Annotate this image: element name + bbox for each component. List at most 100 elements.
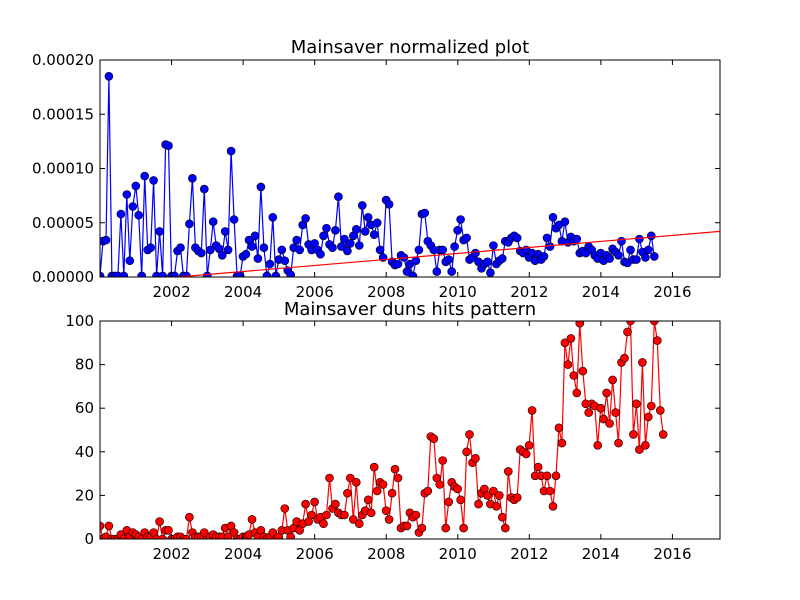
normalized-plot-y-tick-label-4: 0.00020 bbox=[32, 51, 94, 69]
normalized-plot-series-0-point-42 bbox=[220, 227, 230, 236]
normalized-plot-series-0-point-80 bbox=[334, 192, 343, 201]
duns-hits-series-0-point-130 bbox=[483, 491, 492, 500]
normalized-plot-series-0-point-38 bbox=[208, 217, 218, 226]
normalized-plot-ticks: 2002 2004 2006 2008 2010 2012 2014 2016 0.00000 0… bbox=[32, 51, 720, 301]
normalized-plot-series-0-point-84 bbox=[345, 239, 355, 248]
duns-hits-series-0-point-140 bbox=[512, 493, 522, 502]
normalized-plot-series-0-point-78 bbox=[328, 243, 337, 252]
normalized-plot-series-0-point-160 bbox=[572, 234, 582, 244]
duns-hits-series-0-point-96 bbox=[381, 506, 391, 516]
duns-hits-series-0-point-132 bbox=[489, 486, 498, 496]
duns-hits-series-0-point-174 bbox=[614, 438, 623, 448]
normalized-plot-series-0-point-123 bbox=[462, 233, 471, 243]
normalized-plot-x-tick-label-3: 2008 bbox=[367, 283, 405, 301]
normalized-plot-series-0-point-30 bbox=[185, 219, 194, 229]
duns-hits-series-0-point-62 bbox=[280, 504, 290, 513]
normalized-plot-series-0-point-107 bbox=[414, 245, 424, 255]
normalized-plot-series-0-point-76 bbox=[322, 223, 331, 233]
normalized-plot-series-0-point-152 bbox=[548, 213, 558, 222]
duns-hits-series-0-point-181 bbox=[635, 445, 644, 454]
normalized-plot-series-0-point-64 bbox=[286, 270, 295, 277]
duns-hits-series-0-point-159 bbox=[569, 371, 579, 380]
duns-hits-series-0-point-110 bbox=[423, 486, 433, 496]
duns-hits-series-0-point-51 bbox=[247, 515, 257, 524]
normalized-plot-title: Mainsaver normalized plot bbox=[291, 37, 529, 58]
normalized-plot-series-0-point-140 bbox=[512, 233, 522, 243]
normalized-plot-series-0-point-37 bbox=[206, 245, 215, 255]
duns-hits-chart: Mainsaver duns hits pattern 2002 2004 2006… bbox=[65, 299, 721, 563]
normalized-plot-series-0-point-174 bbox=[614, 251, 623, 260]
duns-hits-series-0-point-144 bbox=[524, 440, 534, 450]
normalized-plot-series-0-point-53 bbox=[253, 254, 263, 263]
normalized-plot-series-0-point-121 bbox=[456, 215, 465, 224]
normalized-plot-series-0-point-119 bbox=[450, 242, 459, 251]
normalized-plot-y-tick-label-2: 0.00010 bbox=[32, 160, 94, 178]
normalized-plot-y-tick-label-0: 0.00000 bbox=[32, 268, 94, 286]
duns-hits-series-0-point-162 bbox=[578, 366, 588, 376]
normalized-plot-series-0-point-66 bbox=[292, 235, 302, 245]
duns-hits-x-tick-label-0: 2002 bbox=[152, 545, 190, 563]
duns-hits-series-0-point-20 bbox=[155, 517, 164, 526]
duns-hits-series-0-point-75 bbox=[319, 519, 328, 529]
normalized-plot-series-0-point-81 bbox=[337, 242, 346, 251]
normalized-plot-x-tick-label-5: 2012 bbox=[510, 283, 548, 301]
normalized-plot-series-0-point-115 bbox=[438, 245, 448, 255]
duns-hits-series-0-point-124 bbox=[465, 430, 474, 439]
duns-hits-series-0-point-90 bbox=[363, 495, 373, 505]
duns-hits-series-0-point-29 bbox=[182, 534, 191, 539]
normalized-plot-series-0-point-184 bbox=[643, 245, 653, 255]
duns-hits-x-tick-label-4: 2010 bbox=[439, 545, 477, 563]
duns-hits-series-0-point-185 bbox=[646, 401, 656, 411]
normalized-plot-series-0-point-15 bbox=[140, 171, 149, 181]
normalized-plot-series-0-point-31 bbox=[188, 174, 197, 183]
normalized-plot-x-tick-label-1: 2004 bbox=[224, 283, 262, 301]
duns-hits-series-0-point-160 bbox=[572, 388, 582, 398]
normalized-plot-series-0-point-58 bbox=[268, 213, 278, 222]
duns-hits-series-0-point-97 bbox=[384, 515, 394, 524]
duns-hits-series-0-point-92 bbox=[369, 462, 379, 472]
normalized-plot-series-0-point-118 bbox=[447, 267, 457, 276]
duns-hits-series-0-point-0 bbox=[100, 521, 105, 531]
duns-hits-y-tick-label-2: 40 bbox=[75, 443, 94, 461]
normalized-plot-series-0-point-49 bbox=[241, 249, 251, 259]
normalized-plot-series-0-point-89 bbox=[360, 227, 370, 236]
normalized-plot-series-0-point-43 bbox=[223, 245, 233, 255]
duns-hits-series-0-point-150 bbox=[542, 471, 552, 481]
normalized-plot-y-tick-label-1: 0.00005 bbox=[32, 214, 94, 232]
duns-hits-y-tick-label-3: 60 bbox=[75, 399, 94, 417]
normalized-plot-series-0-point-117 bbox=[444, 255, 454, 264]
normalized-plot-series-0-point-171 bbox=[605, 254, 614, 263]
normalized-plot-x-tick-label-0: 2002 bbox=[152, 283, 190, 301]
duns-hits-y-tick-label-4: 80 bbox=[75, 356, 94, 374]
normalized-plot-series-0-point-25 bbox=[170, 271, 179, 277]
normalized-plot-series-0-point-52 bbox=[250, 231, 260, 241]
duns-hits-series-0-point-153 bbox=[551, 471, 561, 481]
normalized-plot-series-0-point-93 bbox=[372, 218, 382, 228]
duns-hits-series-0-point-86 bbox=[351, 477, 361, 487]
normalized-plot-x-tick-label-7: 2016 bbox=[653, 283, 691, 301]
normalized-plot-series-0-point-100 bbox=[393, 259, 403, 269]
duns-hits-series-0-point-108 bbox=[417, 523, 427, 533]
normalized-plot-series-0-point-132 bbox=[489, 241, 498, 250]
normalized-plot-series-0-point-150 bbox=[542, 233, 552, 243]
duns-hits-series-0-point-72 bbox=[310, 497, 319, 507]
normalized-plot-series-0-point-103 bbox=[402, 267, 412, 276]
duns-hits-x-tick-label-2: 2006 bbox=[296, 545, 334, 563]
duns-hits-series-0-point-186 bbox=[650, 321, 659, 326]
duns-hits-series-0-point-176 bbox=[620, 353, 629, 363]
duns-hits-series-0-point-79 bbox=[331, 499, 340, 509]
duns-hits-series-0-point-85 bbox=[348, 515, 358, 524]
normalized-plot-series-0-point-131 bbox=[486, 268, 495, 277]
duns-hits-y-tick-label-5: 100 bbox=[65, 312, 94, 330]
duns-hits-series-0-point-167 bbox=[593, 440, 603, 450]
duns-hits-series-0-point-189 bbox=[658, 430, 668, 439]
normalized-plot-series-0-point-13 bbox=[134, 210, 143, 220]
duns-hits-series-0-point-84 bbox=[345, 473, 355, 483]
duns-hits-series-0-point-156 bbox=[560, 338, 570, 348]
normalized-plot-series-0-point-82 bbox=[340, 234, 349, 244]
duns-hits-y-tick-label-0: 0 bbox=[84, 530, 94, 548]
normalized-plot-series-0-point-20 bbox=[155, 227, 164, 236]
normalized-plot-axes-frame bbox=[99, 59, 721, 278]
duns-hits-series-0-point-168 bbox=[596, 403, 606, 413]
